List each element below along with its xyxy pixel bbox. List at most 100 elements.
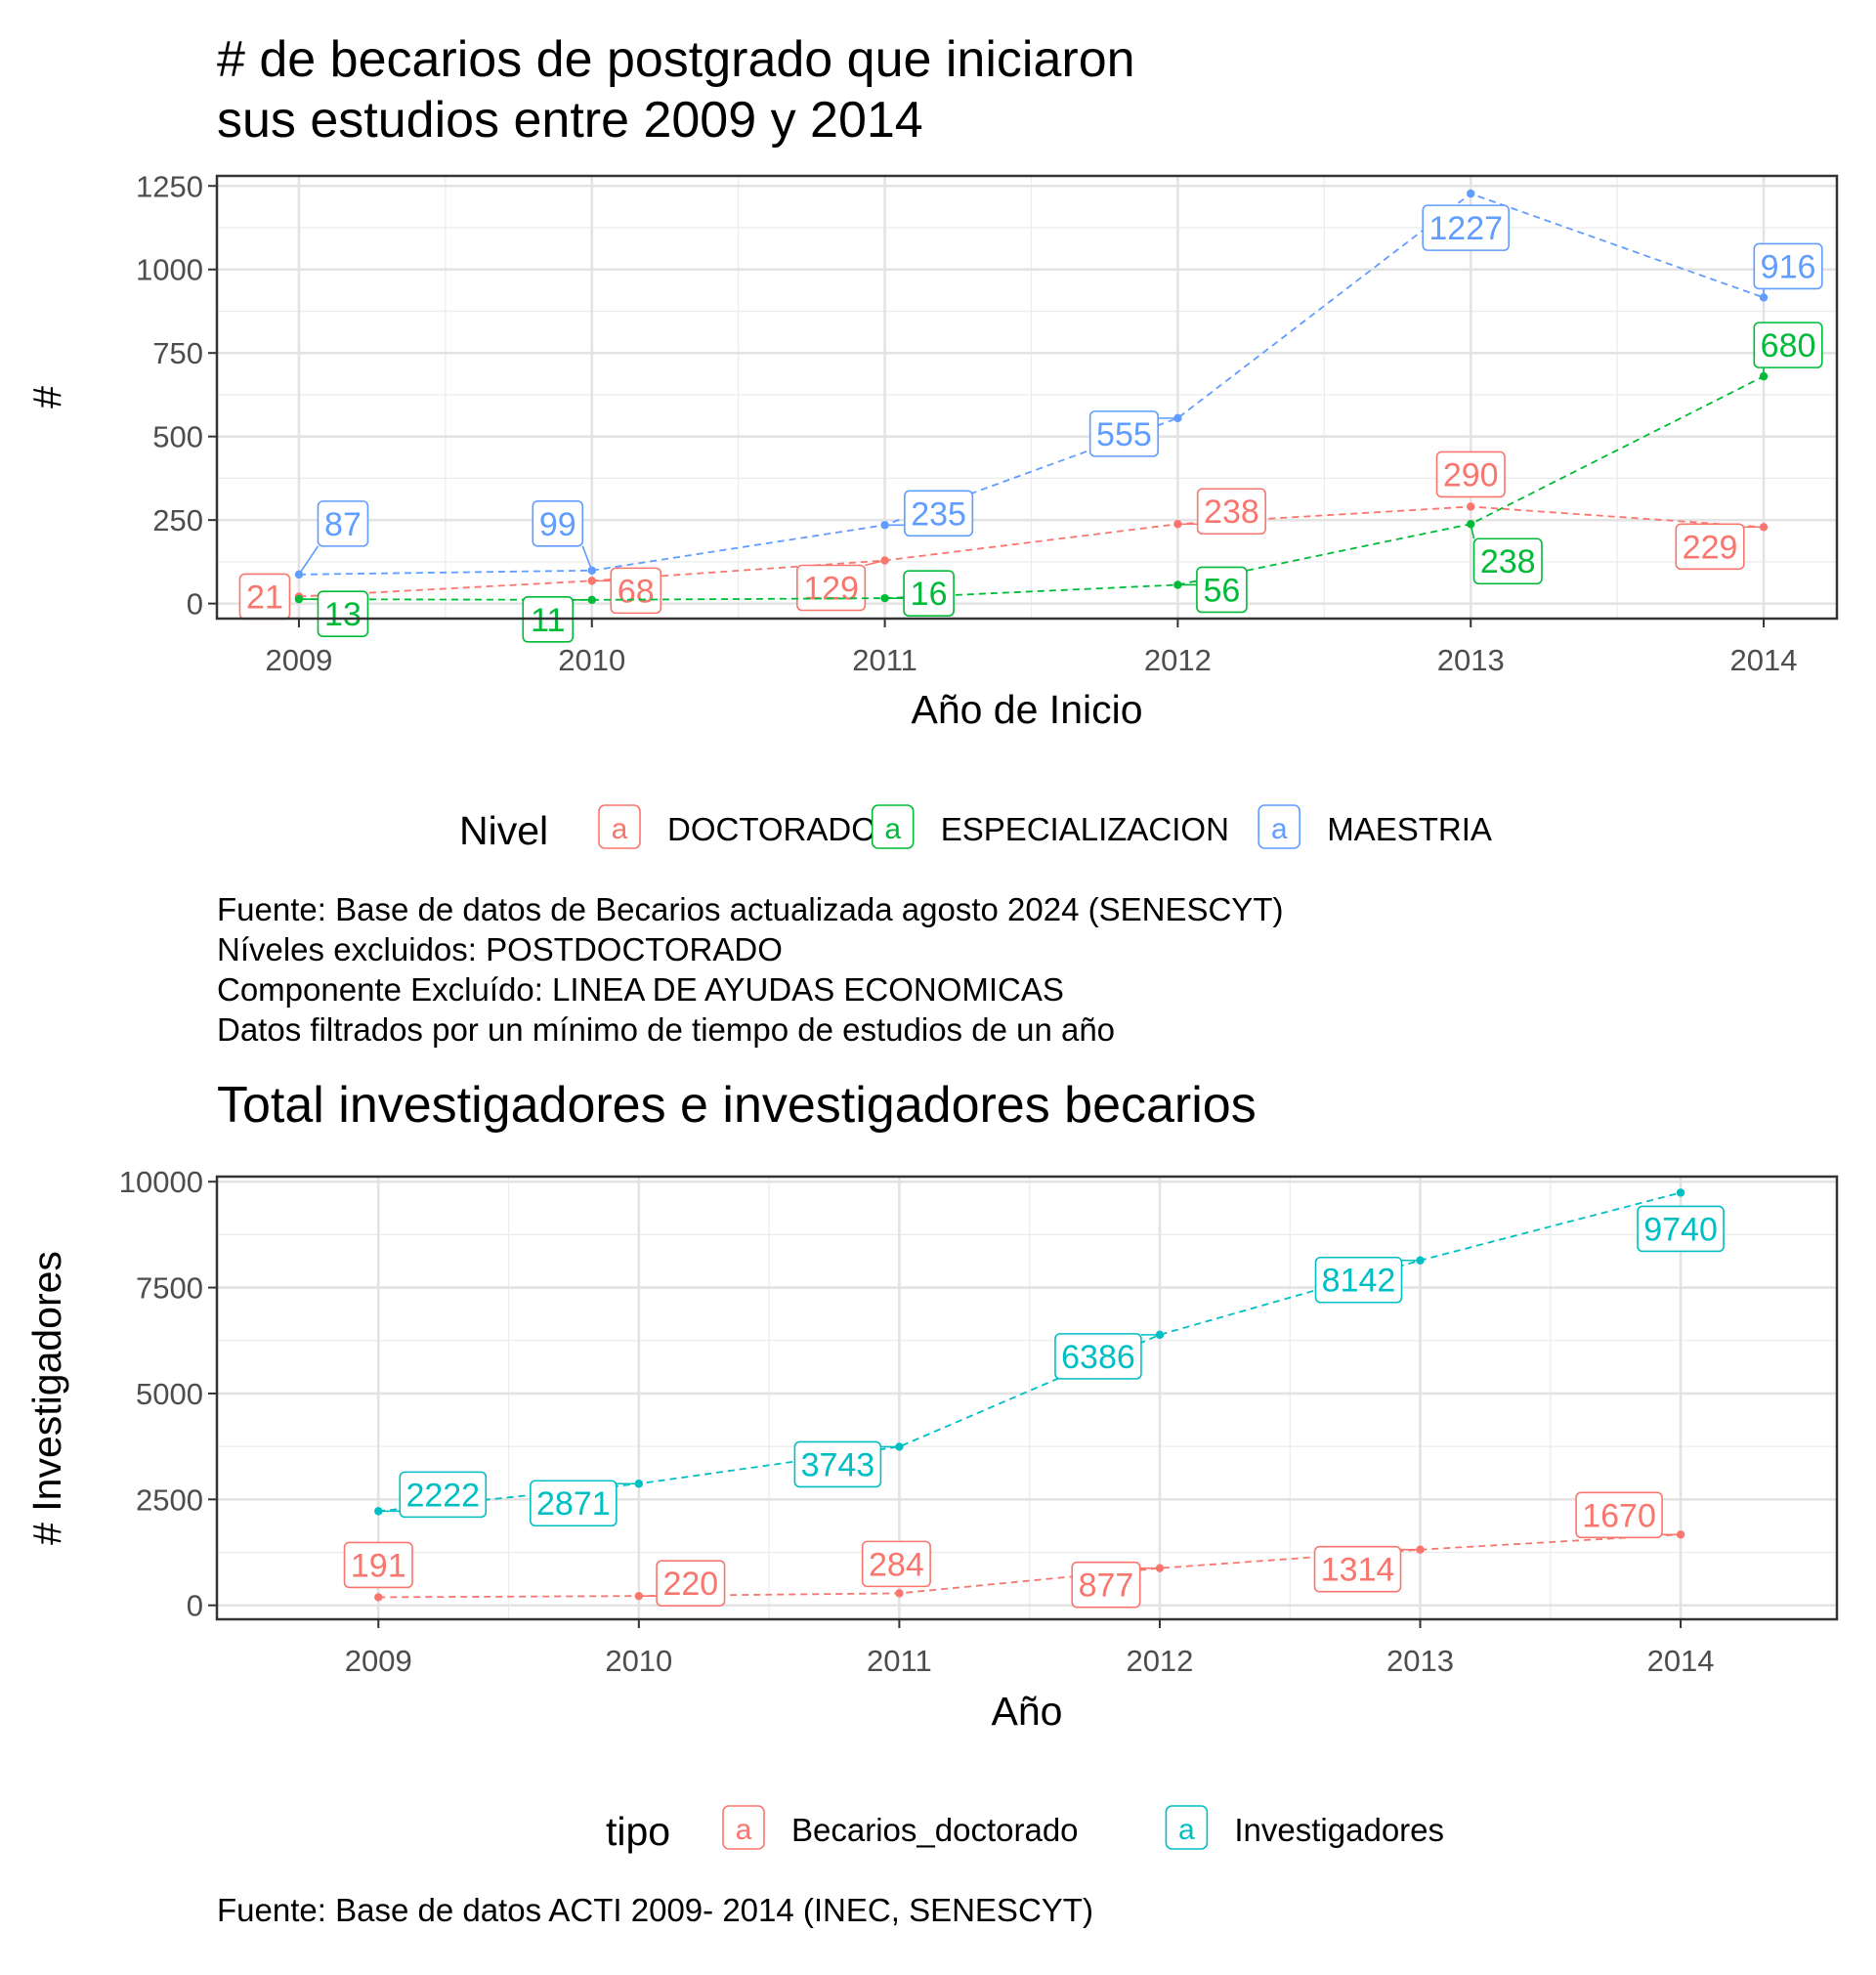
plot-panel: [217, 1177, 1837, 1619]
data-label: 21: [246, 579, 283, 616]
data-label: 238: [1204, 494, 1259, 531]
y-tick-label: 2500: [136, 1482, 203, 1517]
x-tick-label: 2014: [1730, 643, 1798, 677]
plot-border: [215, 174, 1839, 621]
legend-entry-especializacion: ESPECIALIZACION: [941, 811, 1229, 847]
data-label: 680: [1761, 327, 1816, 365]
legend-entry-investigadores: Investigadores: [1234, 1812, 1444, 1848]
legend-key: [1165, 1805, 1209, 1850]
legend-key-glyph: a: [884, 813, 901, 845]
data-point: [895, 1589, 904, 1598]
data-label: 13: [324, 596, 362, 633]
x-axis-label: Año de Inicio: [911, 687, 1142, 732]
x-tick-label: 2010: [558, 643, 625, 677]
legend: Nivel a DOCTORADO a ESPECIALIZACION a MAESTRIA: [459, 804, 1492, 853]
legend-entry-doctorado: DOCTORADO: [667, 811, 876, 847]
label-leader: [298, 545, 320, 576]
label-leader: [581, 545, 593, 572]
legend-title: Nivel: [459, 808, 548, 853]
legend-key-glyph: a: [1178, 1814, 1195, 1846]
data-label: 3743: [801, 1446, 875, 1483]
data-label: 229: [1683, 529, 1738, 566]
data-label-box: [1088, 410, 1159, 457]
data-label: 11: [531, 602, 565, 639]
chart-title-line: Total investigadores e investigadores be…: [217, 1077, 1257, 1134]
data-label: 877: [1079, 1567, 1134, 1605]
data-label-box: [1472, 537, 1543, 585]
label-leader: [865, 559, 885, 567]
data-label-box: [1637, 1205, 1725, 1253]
data-label-box: [1753, 322, 1823, 368]
data-label: 99: [539, 506, 576, 543]
data-label: 9740: [1643, 1211, 1718, 1248]
data-label-box: [1422, 204, 1511, 251]
series-line-maestria: [298, 193, 1765, 576]
data-point: [1676, 1530, 1685, 1539]
y-axis-label: #: [24, 386, 69, 408]
data-label: 191: [351, 1547, 406, 1584]
series-maestria: 87 99 235 555 1227 916: [294, 189, 1823, 580]
data-label: 87: [324, 506, 362, 543]
data-label: 555: [1096, 416, 1152, 453]
x-tick-label: 2012: [1126, 1644, 1193, 1678]
legend-entry-maestria: MAESTRIA: [1327, 811, 1492, 847]
data-label-box: [532, 499, 584, 547]
data-label: 8142: [1322, 1263, 1396, 1300]
data-label-box: [656, 1560, 726, 1607]
data-point: [1467, 502, 1475, 511]
data-label-box: [1196, 488, 1266, 536]
y-tick-label: 10000: [119, 1165, 203, 1199]
data-label-box: [903, 570, 955, 617]
data-label-box: [399, 1471, 488, 1519]
label-leader: [1470, 524, 1475, 539]
data-label: 2222: [405, 1477, 480, 1514]
data-label-box: [793, 1440, 882, 1488]
data-label-box: [1071, 1561, 1141, 1609]
data-label: 220: [662, 1566, 718, 1603]
data-point: [1173, 413, 1182, 423]
data-label: 129: [803, 571, 859, 608]
legend-key-glyph: a: [612, 813, 628, 845]
y-tick-label: 750: [152, 336, 203, 370]
series-doctorado: 21 68 129 238 290 229: [238, 451, 1769, 621]
x-tick-label: 2009: [265, 643, 332, 677]
x-tick-label: 2011: [852, 643, 917, 677]
x-tick-label: 2009: [345, 1644, 412, 1678]
data-label-box: [530, 1480, 618, 1527]
data-label-box: [317, 500, 369, 547]
data-label-box: [1675, 523, 1745, 571]
data-point: [374, 1507, 383, 1516]
series-investigadores: 2222 2871 3743 6386 8142 9740: [374, 1188, 1725, 1527]
y-tick-label: 5000: [136, 1377, 203, 1411]
chart-1: # de becarios de postgrado que iniciaron…: [24, 31, 1839, 1048]
chart-title-line: sus estudios entre 2009 y 2014: [217, 92, 923, 149]
legend-key: [722, 1805, 765, 1850]
legend: tipo a Becarios_doctorado a Investigadores: [606, 1805, 1444, 1854]
y-axis-label: # Investigadores: [24, 1251, 69, 1545]
chart-title: # de becarios de postgrado que iniciaron…: [217, 31, 1135, 149]
caption-line: Componente Excluído: LINEA DE AYUDAS ECO…: [217, 971, 1064, 1008]
data-label-box: [861, 1540, 931, 1588]
data-label-box: [904, 490, 974, 537]
series-line-especializacion: [298, 375, 1765, 601]
x-tick-label: 2014: [1647, 1644, 1715, 1678]
data-label-box: [1196, 566, 1248, 614]
y-tick-label: 500: [152, 420, 203, 454]
data-label: 6386: [1061, 1339, 1135, 1376]
x-tick-label: 2013: [1386, 1644, 1454, 1678]
data-label: 1314: [1321, 1552, 1395, 1589]
x-tick-label: 2011: [867, 1644, 932, 1678]
data-label-box: [796, 564, 867, 612]
plot-panel: [217, 176, 1837, 619]
data-label: 284: [869, 1546, 924, 1583]
y-tick-label: 7500: [136, 1271, 203, 1306]
data-label: 1227: [1428, 210, 1503, 247]
data-point: [294, 594, 304, 604]
legend-title: tipo: [606, 1809, 670, 1854]
y-tick-label: 0: [187, 1589, 203, 1623]
y-tick-label: 0: [187, 587, 203, 622]
data-point: [1467, 189, 1475, 198]
x-tick-label: 2012: [1144, 643, 1212, 677]
data-label: 16: [911, 576, 948, 613]
